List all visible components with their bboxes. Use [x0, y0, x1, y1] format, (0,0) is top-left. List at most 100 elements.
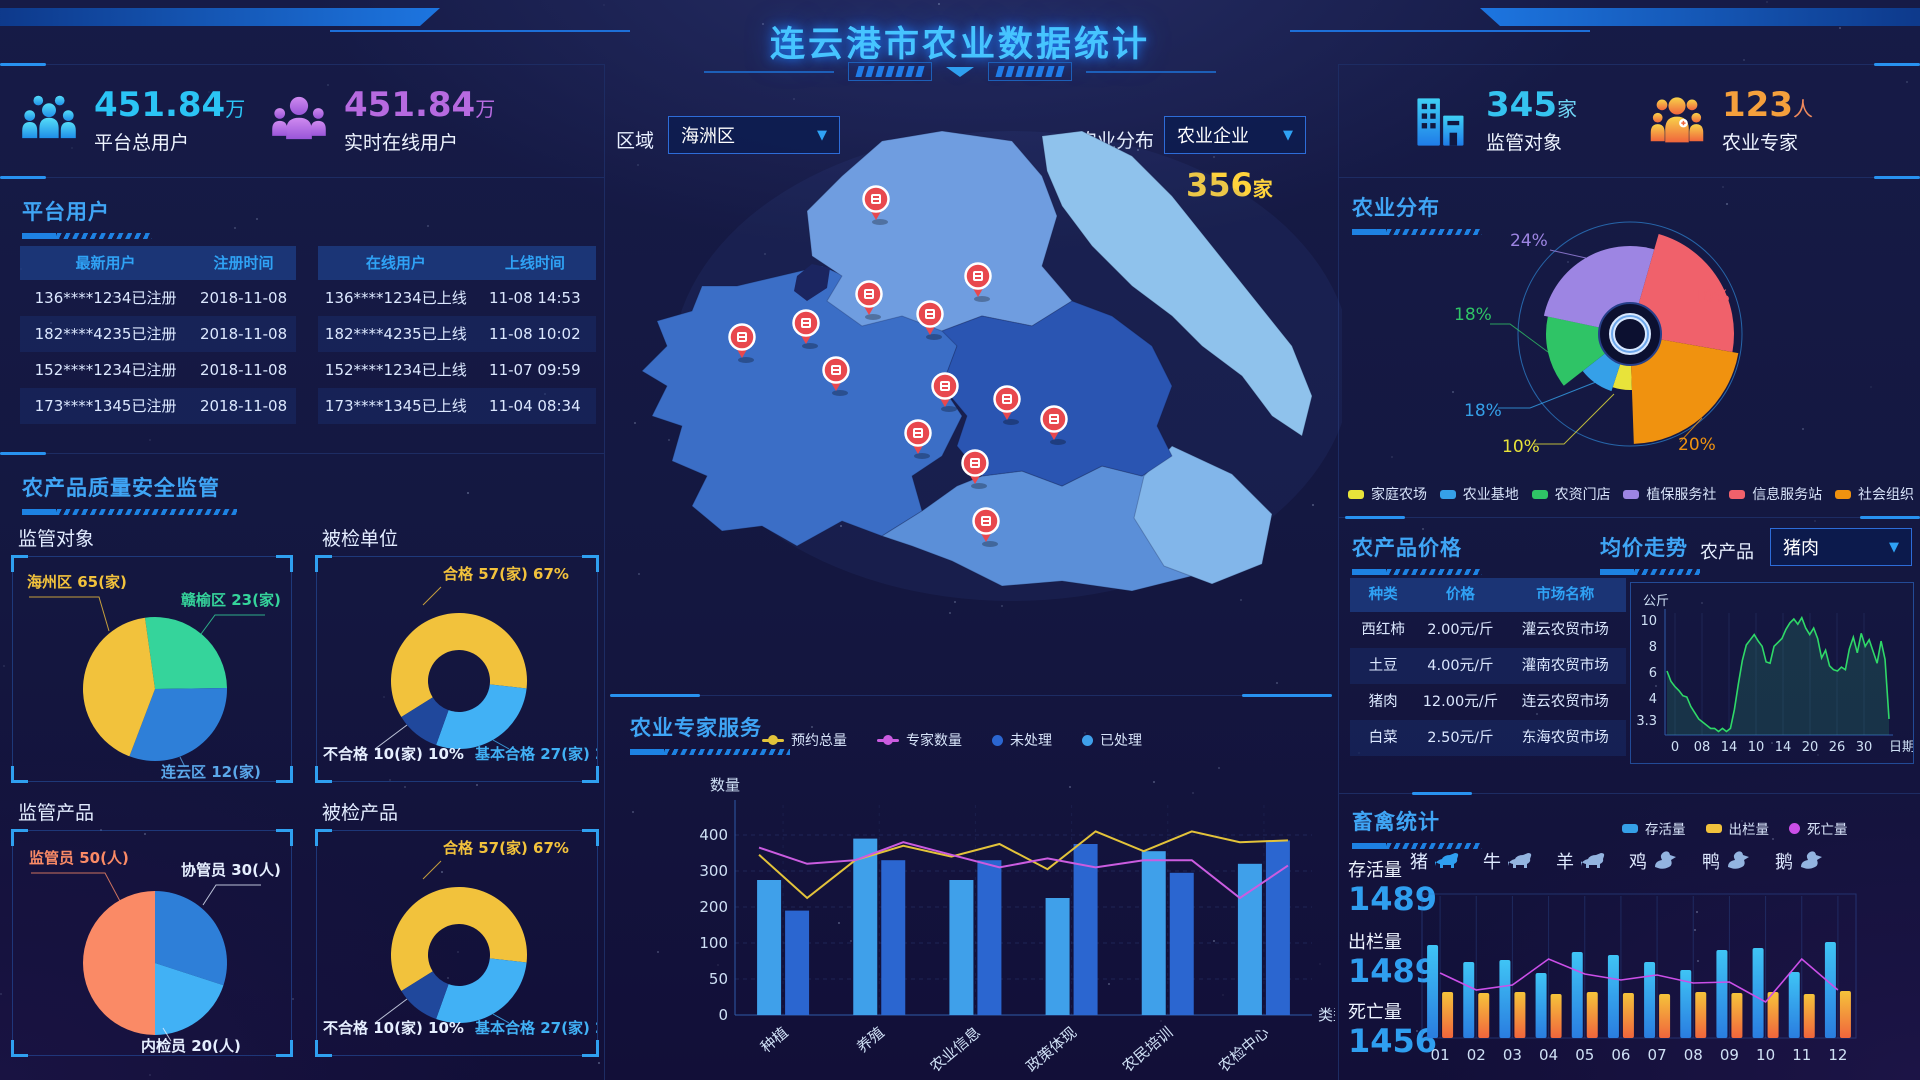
bar-已处理[interactable]	[1237, 863, 1262, 1015]
bar-出栏量[interactable]	[1514, 992, 1526, 1038]
product-select[interactable]: 猪肉 ▼	[1770, 528, 1912, 566]
bar-出栏量[interactable]	[1478, 993, 1490, 1038]
distribution-select[interactable]: 农业企业 ▼	[1164, 116, 1306, 154]
map-pin[interactable]	[916, 300, 944, 341]
map-pin[interactable]	[822, 356, 850, 397]
map-district[interactable]	[1041, 130, 1313, 437]
pin-glyph-icon	[801, 318, 811, 328]
bar-已处理[interactable]	[949, 880, 974, 1015]
legend-item[interactable]: 未处理	[992, 730, 1052, 750]
pie-slice[interactable]	[401, 697, 449, 746]
bar-出栏量[interactable]	[1839, 991, 1851, 1038]
checked-units-donut: 合格 57(家) 67% 基本合格 27(家) 23% 不合格 10(家) 10%	[323, 565, 631, 763]
bar-存活量[interactable]	[1644, 962, 1656, 1038]
bar-已处理[interactable]	[757, 880, 782, 1015]
bar-出栏量[interactable]	[1622, 993, 1634, 1038]
bar-未处理[interactable]	[881, 860, 906, 1015]
bar-出栏量[interactable]	[1767, 992, 1779, 1038]
pie-slice[interactable]	[144, 617, 227, 689]
bar-存活量[interactable]	[1571, 952, 1583, 1038]
map-pin[interactable]	[961, 449, 989, 490]
animal-tab-鸭[interactable]: 鸭	[1702, 848, 1751, 874]
pie-slice[interactable]	[82, 617, 155, 757]
legend-item[interactable]: 农资门店	[1531, 484, 1611, 504]
bar-已处理[interactable]	[853, 838, 878, 1015]
legend-marker	[1622, 823, 1638, 833]
bar-出栏量[interactable]	[1803, 994, 1815, 1038]
bar-已处理[interactable]	[1045, 898, 1070, 1015]
legend-item[interactable]: 专家数量	[877, 730, 962, 750]
animal-tab-鸡[interactable]: 鸡	[1629, 848, 1678, 874]
checked-products-donut: 合格 57(家) 67% 基本合格 27(家) 23% 不合格 10(家) 10%	[323, 839, 631, 1037]
map-pin[interactable]	[1040, 405, 1068, 446]
table-cell: 136****1234已注册	[34, 289, 177, 307]
bar-出栏量[interactable]	[1586, 992, 1598, 1038]
legend-item[interactable]: 出栏量	[1705, 818, 1769, 838]
bar-存活量[interactable]	[1680, 970, 1692, 1038]
bar-存活量[interactable]	[1607, 955, 1619, 1038]
legend-item[interactable]: 死亡量	[1789, 818, 1848, 838]
bar-未处理[interactable]	[1169, 872, 1194, 1015]
bar-未处理[interactable]	[1073, 844, 1098, 1015]
animal-tab-羊[interactable]: 羊	[1556, 848, 1605, 874]
legend-item[interactable]: 存活量	[1622, 818, 1686, 838]
map-district[interactable]	[941, 300, 1173, 487]
animal-tab-牛[interactable]: 牛	[1483, 848, 1532, 874]
map-pin[interactable]	[993, 385, 1021, 426]
legend-label: 农业基地	[1462, 487, 1519, 503]
legend-item[interactable]: 家庭农场	[1348, 484, 1427, 504]
pie-slice[interactable]	[155, 891, 227, 986]
pie-slice[interactable]	[129, 687, 228, 761]
bar-存活量[interactable]	[1824, 942, 1836, 1038]
legend-marker	[1348, 489, 1364, 499]
bar-出栏量[interactable]	[1550, 994, 1562, 1038]
legend-item[interactable]: 农业基地	[1439, 484, 1519, 504]
bar-存活量[interactable]	[1427, 945, 1439, 1038]
legend-item[interactable]: 已处理	[1082, 730, 1142, 750]
pie-slice[interactable]	[155, 963, 224, 1035]
legend-item[interactable]: 信息服务站	[1729, 484, 1822, 504]
bar-出栏量[interactable]	[1442, 992, 1454, 1038]
stat-label: 农业专家	[1722, 132, 1799, 154]
map-pin[interactable]	[862, 185, 890, 226]
map-pin[interactable]	[972, 507, 1000, 548]
region-select[interactable]: 海洲区 ▼	[668, 116, 840, 154]
bar-未处理[interactable]	[1265, 840, 1290, 1015]
stat-supervise-objects: 345家 监管对象	[1412, 88, 1577, 155]
pie-slice[interactable]	[401, 971, 449, 1020]
chart-text: 20%	[1678, 435, 1716, 455]
bar-存活量[interactable]	[1499, 960, 1511, 1038]
pie-slice[interactable]	[391, 887, 527, 992]
legend-item[interactable]: 植保服务社	[1623, 484, 1716, 504]
pie-slice[interactable]	[83, 891, 155, 1035]
legend-item[interactable]: 社会组织	[1834, 484, 1914, 504]
bar-已处理[interactable]	[1141, 851, 1166, 1015]
table-row: 152****1234已上线 11-07 09:59	[318, 352, 596, 388]
pie-slice[interactable]	[436, 684, 527, 749]
legend-item[interactable]: 预约总量	[762, 730, 847, 750]
map-district[interactable]	[1133, 445, 1273, 585]
bar-存活量[interactable]	[1752, 948, 1764, 1038]
pie-slice[interactable]	[391, 613, 527, 718]
rose-slice[interactable]	[1630, 334, 1739, 444]
legend-marker	[1082, 734, 1093, 746]
map-pin[interactable]	[964, 262, 992, 303]
map-pin[interactable]	[728, 323, 756, 364]
map-pin[interactable]	[904, 419, 932, 460]
table-header-cell: 上线时间	[504, 254, 565, 272]
bar-未处理[interactable]	[785, 910, 810, 1015]
map-pin[interactable]	[855, 280, 883, 321]
animal-tab-鹅[interactable]: 鹅	[1775, 848, 1824, 874]
bar-出栏量[interactable]	[1731, 993, 1743, 1038]
bar-存活量[interactable]	[1788, 972, 1800, 1038]
bar-存活量[interactable]	[1463, 962, 1475, 1038]
map-pin[interactable]	[792, 309, 820, 350]
bar-未处理[interactable]	[977, 860, 1002, 1015]
bar-出栏量[interactable]	[1695, 992, 1707, 1038]
bar-存活量[interactable]	[1535, 973, 1547, 1038]
bar-出栏量[interactable]	[1659, 994, 1671, 1038]
animal-tab-猪[interactable]: 猪	[1410, 848, 1459, 874]
map-pin[interactable]	[931, 372, 959, 413]
pie-slice[interactable]	[436, 958, 527, 1023]
bar-存活量[interactable]	[1716, 950, 1728, 1038]
